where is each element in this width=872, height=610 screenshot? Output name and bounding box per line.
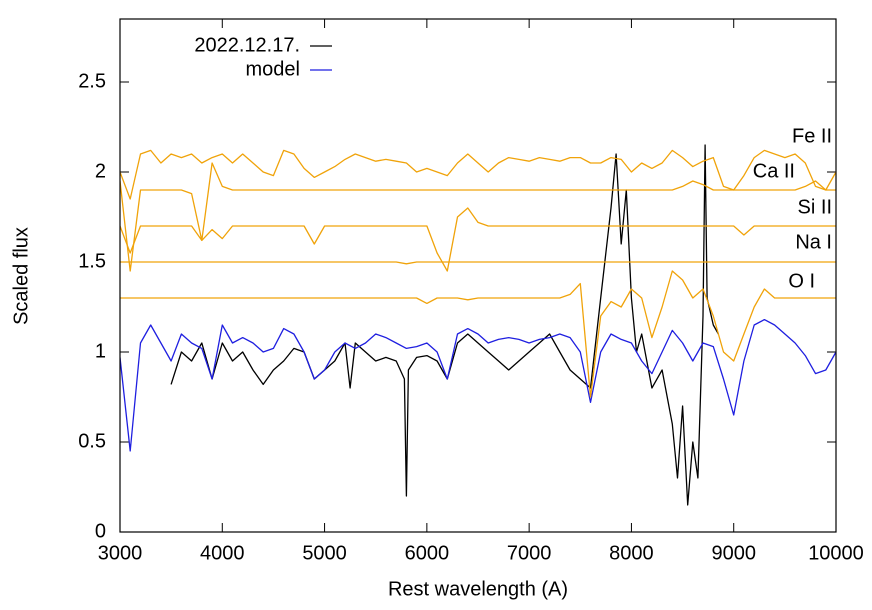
y-tick-label: 2 (95, 160, 106, 182)
x-tick-label: 3000 (98, 542, 143, 564)
series-line (120, 162, 836, 272)
legend-label: 2022.12.17. (194, 34, 300, 56)
y-tick-label: 0.5 (78, 430, 106, 452)
series-line (120, 261, 836, 265)
line-label: Na I (795, 231, 832, 253)
x-tick-label: 4000 (200, 542, 245, 564)
plot-frame (119, 18, 837, 533)
x-axis-label: Rest wavelength (A) (388, 578, 568, 600)
y-tick-label: 1.5 (78, 250, 106, 272)
series-line (170, 144, 719, 506)
x-tick-label: 9000 (711, 542, 756, 564)
series-line (120, 270, 836, 398)
series-line (120, 149, 836, 200)
legend-label: model (246, 58, 300, 80)
line-label: Fe II (792, 125, 832, 147)
x-tick-label: 8000 (609, 542, 654, 564)
y-tick-label: 1 (95, 340, 106, 362)
series-line (120, 318, 836, 452)
line-label: O I (788, 270, 815, 292)
series-line (120, 207, 836, 272)
x-tick-label: 5000 (302, 542, 347, 564)
x-tick-label: 7000 (507, 542, 552, 564)
line-label: Si II (798, 196, 832, 218)
y-tick-label: 2.5 (78, 70, 106, 92)
y-tick-label: 0 (95, 520, 106, 542)
y-axis-label: Scaled flux (10, 227, 32, 325)
x-tick-label: 6000 (405, 542, 450, 564)
line-label: Ca II (753, 160, 795, 182)
x-tick-label: 10000 (808, 542, 864, 564)
